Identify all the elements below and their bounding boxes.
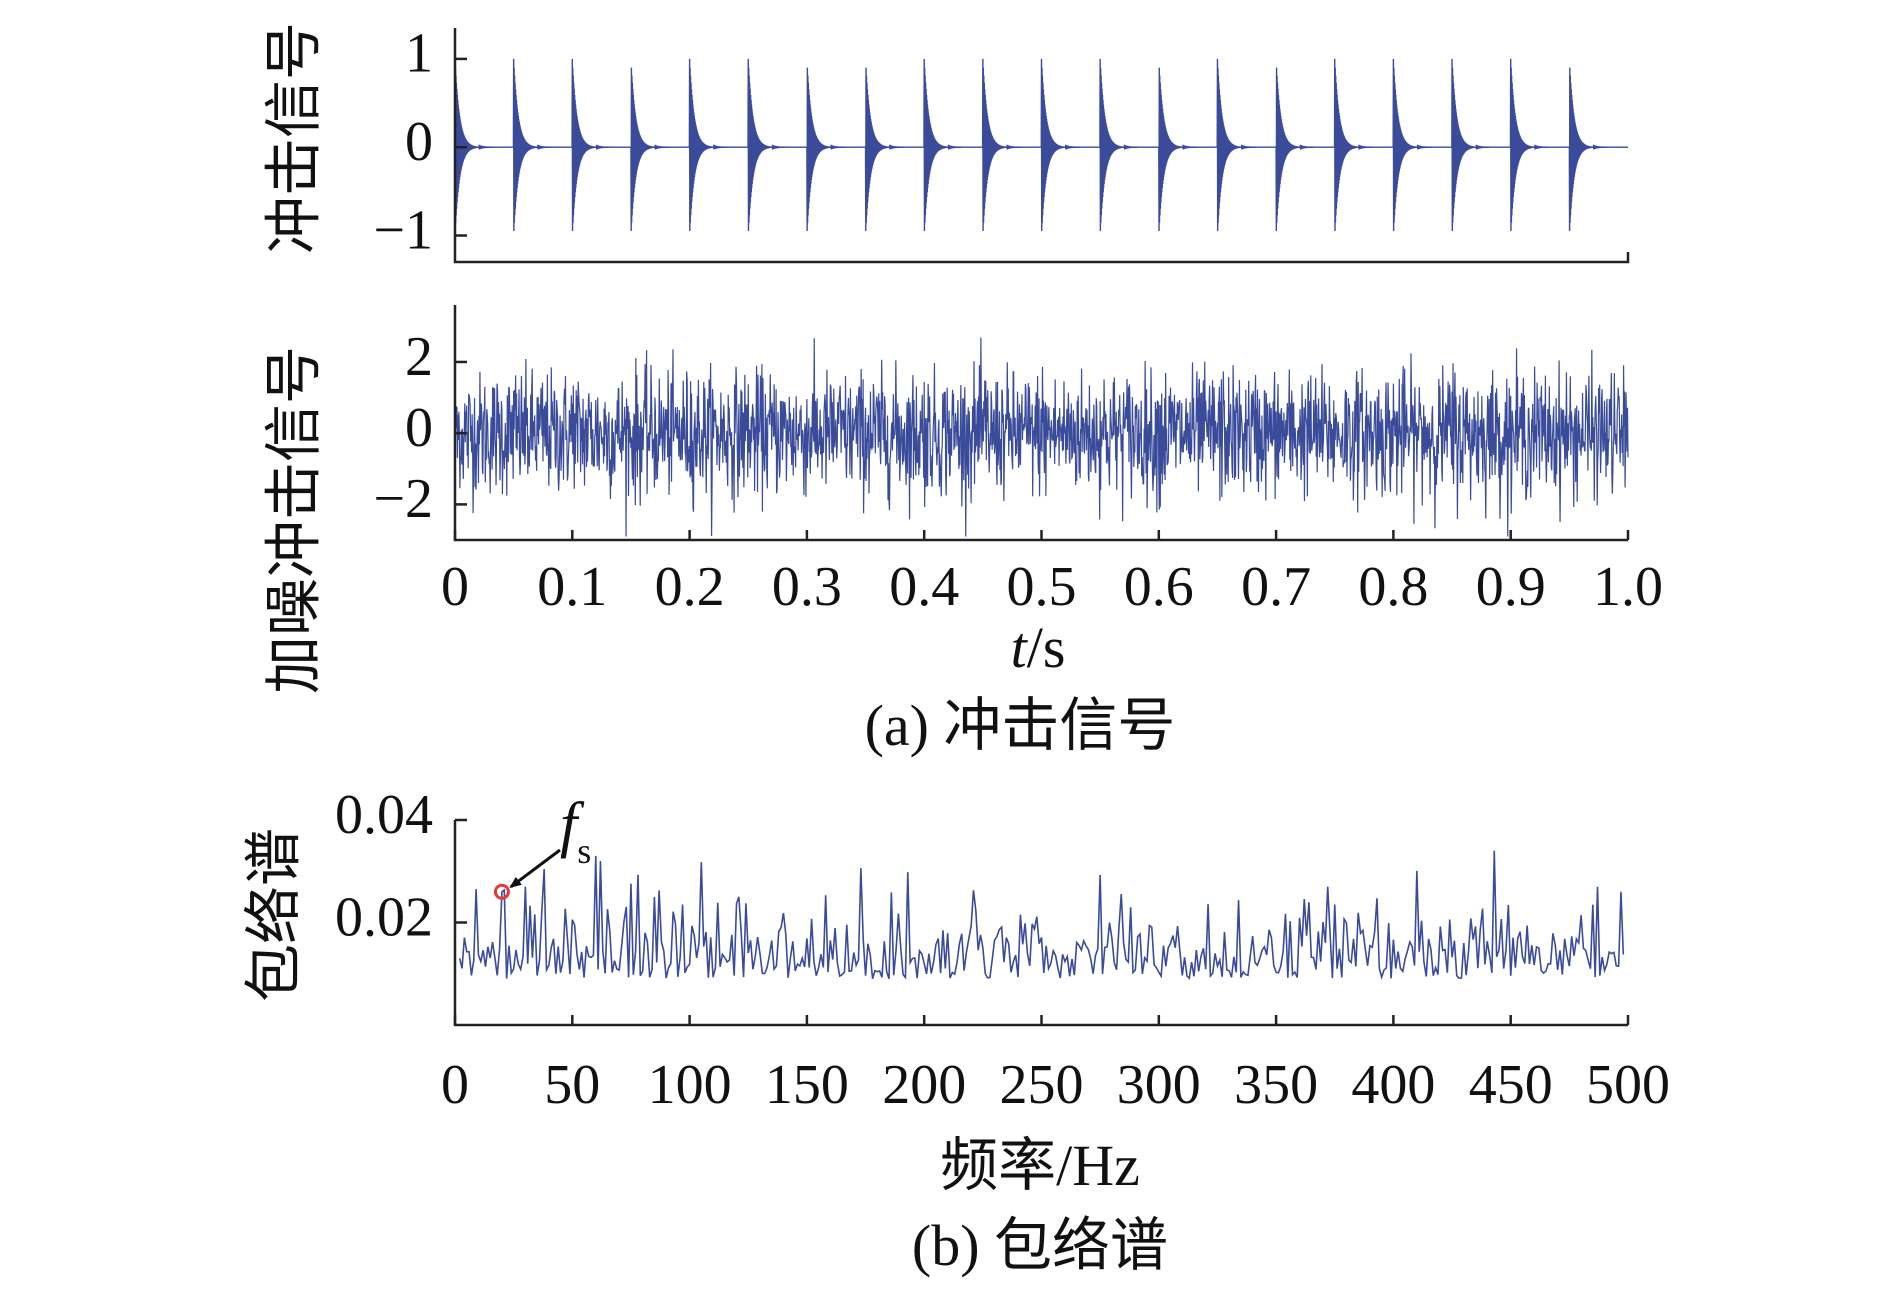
fs-marker <box>493 883 510 900</box>
time-x-axis-label-unit: /s <box>1027 615 1066 680</box>
x-tick-label: 150 <box>765 1054 849 1116</box>
frequency-x-ticks: 0 50 100 150 200 250 300 350 400 450 500 <box>441 1015 1670 1116</box>
x-tick-label: 0.6 <box>1124 556 1194 618</box>
panel-envelope-spectrum: 0.040.02 0 50 100 150 200 250 300 350 400 450 500 … <box>241 784 1670 1278</box>
y-tick-label: 2 <box>405 326 433 388</box>
noisy-y-axis-label: 加噪冲击信号 <box>261 346 326 694</box>
y-tick-label: 1 <box>405 23 433 85</box>
x-tick-label: 300 <box>1117 1054 1201 1116</box>
fs-arrow <box>509 848 561 889</box>
envelope-spectrum-line <box>458 850 1625 981</box>
impulse-y-axis-label: 冲击信号 <box>261 22 326 254</box>
noisy-signal-trace <box>454 337 1629 537</box>
impulse-signal-line <box>454 58 1628 232</box>
x-tick-label: 0.7 <box>1241 556 1311 618</box>
x-tick-label: 0.9 <box>1476 556 1546 618</box>
x-tick-label: 0 <box>441 556 469 618</box>
x-tick-label: 400 <box>1351 1054 1435 1116</box>
y-tick-label: 0 <box>405 111 433 173</box>
envelope-spectrum-trace <box>458 850 1625 981</box>
x-tick-label: 0.1 <box>537 556 607 618</box>
time-x-axis-label: t/s <box>1011 615 1066 680</box>
time-x-axis-label-italic: t <box>1011 615 1029 680</box>
fs-label: fs <box>560 791 591 871</box>
x-tick-label: 0.5 <box>1007 556 1077 618</box>
x-tick-label: 1.0 <box>1593 556 1663 618</box>
x-tick-label: 500 <box>1586 1054 1670 1116</box>
fs-label-subscript: s <box>577 831 591 871</box>
x-tick-label: 0 <box>441 1054 469 1116</box>
panel-impulse-signal: 1 0 −1 冲击信号 <box>261 22 1630 264</box>
x-tick-label: 250 <box>1000 1054 1084 1116</box>
x-tick-label: 0.8 <box>1358 556 1428 618</box>
impulse-signal-trace <box>454 58 1628 232</box>
noisy-signal-line <box>454 337 1629 537</box>
caption-a: (a) 冲击信号 <box>865 693 1176 758</box>
y-tick-label: 0.04 <box>335 784 433 846</box>
x-tick-label: 0.2 <box>655 556 725 618</box>
x-tick-label: 350 <box>1234 1054 1318 1116</box>
x-tick-label: 0.3 <box>772 556 842 618</box>
y-tick-label: −2 <box>373 468 433 530</box>
noisy-y-ticks: 2 0 −2 <box>373 326 467 530</box>
caption-b: (b) 包络谱 <box>912 1213 1168 1278</box>
frequency-x-axis-label: 频率/Hz <box>940 1133 1140 1198</box>
spectrum-y-axis-label: 包络谱 <box>241 828 306 1002</box>
y-tick-label: 0 <box>405 397 433 459</box>
panel-noisy-impulse-signal: 20−2 0 0.1 0.2 0.3 0.4 0.5 0.6 0.7 0.8 0.9 1.0 加噪冲… <box>261 305 1663 758</box>
spectrum-y-ticks: 0.04 0.02 <box>335 784 467 948</box>
spectrum-axis-frame <box>453 820 1628 1027</box>
time-x-ticks: 0 0.1 0.2 0.3 0.4 0.5 0.6 0.7 0.8 0.9 1.0 <box>441 530 1663 618</box>
x-tick-label: 100 <box>648 1054 732 1116</box>
x-tick-label: 200 <box>882 1054 966 1116</box>
x-tick-label: 0.4 <box>889 556 959 618</box>
y-tick-label: −1 <box>373 199 433 261</box>
x-tick-label: 50 <box>544 1054 600 1116</box>
impulse-axis-frame <box>453 28 1630 264</box>
impulse-y-ticks: 1 0 −1 <box>373 23 467 261</box>
x-tick-label: 450 <box>1469 1054 1553 1116</box>
y-tick-label: 0.02 <box>335 886 433 948</box>
